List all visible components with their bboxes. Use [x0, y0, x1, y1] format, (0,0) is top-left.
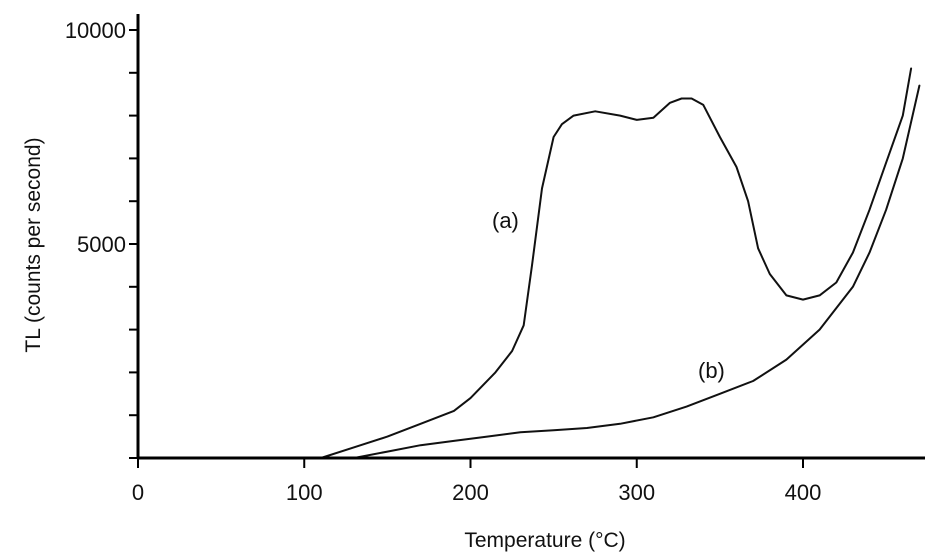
x-tick-label: 100	[286, 480, 323, 505]
curve-a-label: (a)	[492, 208, 519, 233]
x-tick-label: 0	[132, 480, 144, 505]
curve-b	[353, 84, 921, 459]
y-tick-label: 5000	[77, 232, 126, 257]
y-axis-title: TL (counts per second)	[22, 137, 45, 352]
x-tick-label: 400	[785, 480, 822, 505]
curve-a	[319, 67, 913, 459]
curve-b-label: (b)	[698, 358, 725, 383]
y-tick-label: 10000	[65, 18, 126, 43]
curves	[319, 67, 921, 459]
axis-ticks	[129, 29, 804, 468]
tick-labels: 10000 5000 0 100 200 300 400	[65, 18, 822, 505]
x-axis-title: Temperature (°C)	[464, 529, 625, 552]
x-tick-label: 200	[452, 480, 489, 505]
x-tick-label: 300	[618, 480, 655, 505]
